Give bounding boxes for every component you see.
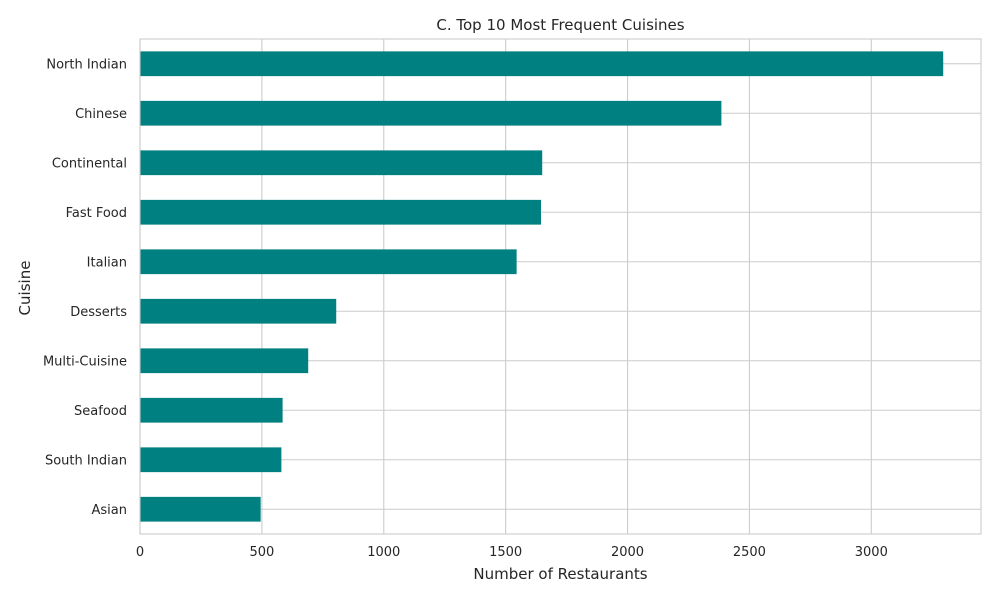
bar-asian bbox=[140, 496, 261, 522]
x-tick-label: 500 bbox=[249, 545, 274, 560]
x-tick-label: 3000 bbox=[855, 545, 888, 560]
y-tick-label: Italian bbox=[87, 255, 127, 270]
plot-frame bbox=[139, 38, 982, 535]
y-axis-label: Cuisine bbox=[16, 261, 34, 316]
bar-italian bbox=[140, 249, 517, 275]
bar-chinese bbox=[140, 100, 722, 126]
y-tick-label: Seafood bbox=[74, 404, 127, 419]
bar-seafood bbox=[140, 397, 283, 423]
x-tick-label: 1000 bbox=[367, 545, 400, 560]
y-tick-label: Continental bbox=[52, 156, 127, 171]
bar-multi-cuisine bbox=[140, 348, 309, 374]
bar-fast-food bbox=[140, 199, 541, 225]
bar-desserts bbox=[140, 298, 337, 324]
y-tick-label: Multi-Cuisine bbox=[43, 354, 127, 369]
x-tick-label: 0 bbox=[136, 545, 144, 560]
x-tick-label: 2000 bbox=[611, 545, 644, 560]
y-tick-label: Chinese bbox=[75, 107, 127, 122]
bar-north-indian bbox=[140, 51, 944, 77]
y-tick-label: South Indian bbox=[45, 453, 127, 468]
bar-south-indian bbox=[140, 447, 282, 473]
y-tick-label: North Indian bbox=[46, 57, 127, 72]
y-tick-labels: North Indian Chinese Continental Fast Food I… bbox=[43, 57, 127, 518]
x-tick-label: 1500 bbox=[489, 545, 522, 560]
y-tick-label: Desserts bbox=[70, 305, 127, 320]
bars bbox=[140, 51, 944, 522]
x-tick-labels: 0 500 1000 1500 2000 2500 3000 bbox=[136, 545, 888, 560]
bar-continental bbox=[140, 150, 543, 176]
x-tick-label: 2500 bbox=[733, 545, 766, 560]
y-tick-label: Asian bbox=[92, 503, 127, 518]
chart-title: C. Top 10 Most Frequent Cuisines bbox=[436, 16, 684, 34]
x-axis-label: Number of Restaurants bbox=[473, 565, 647, 583]
y-tick-label: Fast Food bbox=[66, 206, 127, 221]
